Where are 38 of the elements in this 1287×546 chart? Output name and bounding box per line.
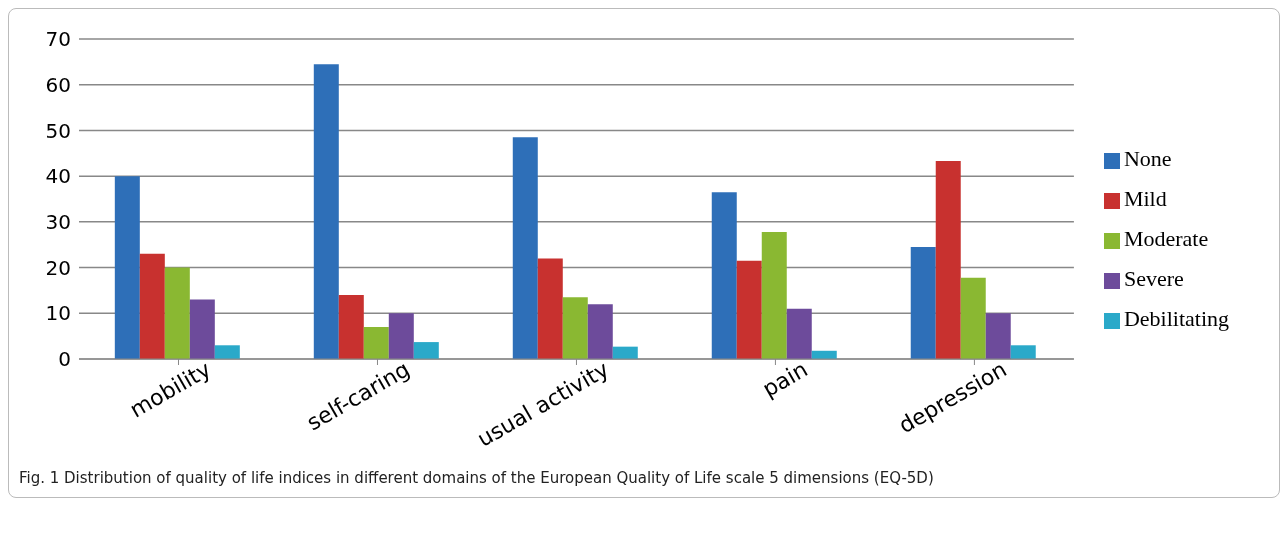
bar bbox=[139, 253, 165, 359]
y-tick-label: 60 bbox=[45, 72, 71, 97]
legend-label: None bbox=[1123, 146, 1172, 171]
y-tick-label: 50 bbox=[45, 118, 71, 143]
legend-label: Mild bbox=[1123, 186, 1167, 211]
bar bbox=[761, 231, 787, 359]
bar bbox=[1010, 345, 1036, 359]
bar bbox=[562, 297, 588, 359]
bar bbox=[935, 161, 961, 359]
bar bbox=[338, 295, 364, 359]
bar bbox=[214, 345, 240, 359]
bar bbox=[537, 258, 563, 359]
bar bbox=[114, 176, 140, 359]
bar bbox=[960, 277, 986, 359]
y-tick-label: 0 bbox=[58, 347, 71, 372]
bar bbox=[313, 64, 339, 359]
bar bbox=[786, 308, 812, 359]
bar bbox=[711, 192, 737, 359]
caption: Fig. 1 Distribution of quality of life indices in different domains of the European Quality of Life scale 5 dimensions (EQ-5D) bbox=[18, 469, 935, 489]
bar bbox=[736, 260, 762, 359]
bar bbox=[388, 313, 414, 359]
legend-label: Debilitating bbox=[1123, 306, 1229, 331]
legend-label: Severe bbox=[1123, 266, 1184, 291]
y-tick-label: 20 bbox=[45, 255, 71, 280]
bar bbox=[910, 247, 936, 359]
bar bbox=[164, 267, 190, 359]
bar bbox=[985, 313, 1011, 359]
y-tick-label: 10 bbox=[45, 301, 71, 326]
bar bbox=[413, 342, 439, 359]
bar bbox=[189, 299, 215, 359]
y-tick-label: 70 bbox=[45, 27, 71, 52]
bar bbox=[512, 137, 538, 359]
bar bbox=[587, 304, 613, 359]
y-tick-label: 40 bbox=[45, 164, 71, 189]
y-tick-label: 30 bbox=[45, 209, 71, 234]
x-tick-label: pain bbox=[758, 356, 812, 402]
bar bbox=[363, 327, 389, 359]
legend-label: Moderate bbox=[1123, 226, 1209, 251]
